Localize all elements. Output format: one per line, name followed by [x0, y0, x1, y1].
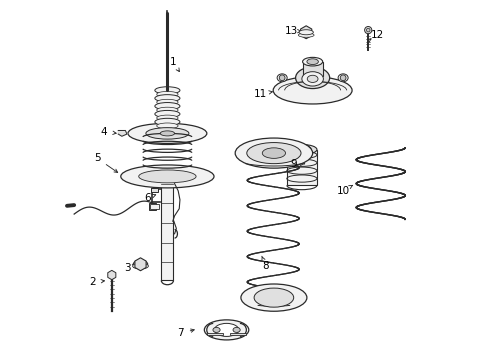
Text: 9: 9 — [290, 159, 297, 169]
Circle shape — [279, 75, 285, 81]
Ellipse shape — [298, 30, 313, 35]
Ellipse shape — [298, 33, 313, 37]
Ellipse shape — [295, 67, 329, 89]
Bar — [286, 149, 316, 185]
Text: 10: 10 — [336, 186, 349, 196]
Ellipse shape — [145, 128, 188, 139]
Ellipse shape — [214, 323, 238, 337]
Polygon shape — [118, 131, 126, 136]
Text: 1: 1 — [169, 57, 176, 67]
Ellipse shape — [133, 260, 147, 269]
Ellipse shape — [121, 165, 214, 188]
Ellipse shape — [155, 111, 180, 118]
Text: 12: 12 — [370, 30, 383, 40]
Ellipse shape — [277, 74, 286, 82]
Circle shape — [366, 28, 369, 32]
Ellipse shape — [157, 107, 178, 113]
Ellipse shape — [337, 74, 347, 82]
Text: 4: 4 — [101, 127, 107, 136]
Bar — [149, 203, 156, 211]
Text: 11: 11 — [253, 89, 267, 99]
Text: 5: 5 — [94, 153, 101, 163]
Bar — [150, 188, 158, 192]
Ellipse shape — [155, 103, 180, 110]
Ellipse shape — [157, 123, 178, 129]
Ellipse shape — [302, 57, 322, 66]
Ellipse shape — [254, 288, 293, 307]
Ellipse shape — [306, 59, 318, 64]
Ellipse shape — [286, 144, 316, 154]
Ellipse shape — [292, 145, 310, 152]
Ellipse shape — [233, 327, 240, 332]
Ellipse shape — [157, 115, 178, 121]
Ellipse shape — [273, 77, 351, 104]
Ellipse shape — [262, 148, 285, 158]
Bar — [206, 333, 223, 335]
Ellipse shape — [212, 327, 220, 332]
Ellipse shape — [155, 118, 180, 126]
Ellipse shape — [160, 131, 174, 136]
Text: 13: 13 — [284, 26, 297, 36]
Ellipse shape — [128, 123, 206, 143]
Ellipse shape — [139, 170, 196, 183]
Ellipse shape — [132, 263, 148, 269]
Ellipse shape — [301, 72, 323, 86]
Bar — [161, 176, 173, 280]
Ellipse shape — [241, 284, 306, 311]
Ellipse shape — [155, 87, 180, 94]
Text: 2: 2 — [89, 277, 95, 287]
Ellipse shape — [306, 75, 317, 82]
Bar — [150, 204, 159, 209]
Ellipse shape — [157, 99, 178, 105]
Text: 8: 8 — [262, 261, 269, 271]
Ellipse shape — [157, 91, 178, 97]
Ellipse shape — [204, 320, 248, 340]
Text: 6: 6 — [144, 193, 151, 203]
Circle shape — [364, 27, 371, 34]
Text: 7: 7 — [176, 328, 183, 338]
Ellipse shape — [235, 138, 312, 168]
Ellipse shape — [155, 95, 180, 102]
Bar — [230, 333, 246, 335]
Ellipse shape — [246, 143, 301, 164]
Bar — [302, 62, 322, 76]
Text: 3: 3 — [124, 263, 131, 273]
Circle shape — [340, 75, 346, 81]
